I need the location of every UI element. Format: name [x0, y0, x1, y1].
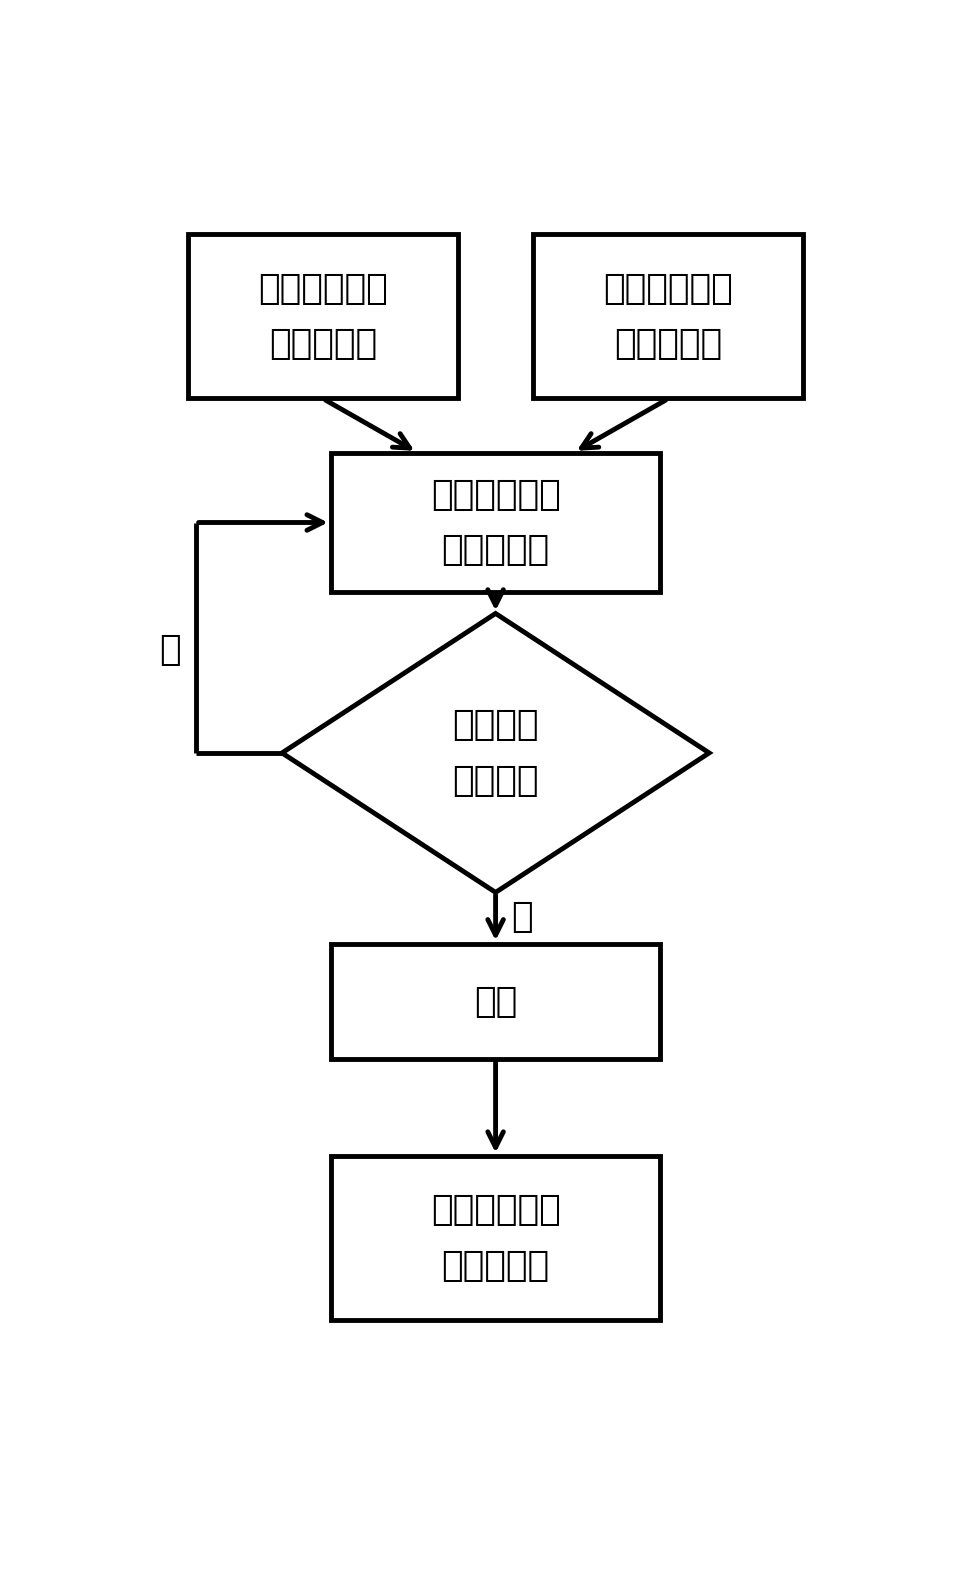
Text: 基于联合优化
的光谱解混: 基于联合优化 的光谱解混: [430, 477, 561, 567]
Text: 否: 否: [159, 633, 181, 666]
Text: 高空间分辨率
多光谱图像: 高空间分辨率 多光谱图像: [603, 271, 733, 361]
Bar: [331, 1156, 660, 1320]
Bar: [331, 943, 660, 1058]
Text: 高空间分辨率
高光谱图像: 高空间分辨率 高光谱图像: [430, 1194, 561, 1282]
Text: 达到最大
迭代次数: 达到最大 迭代次数: [453, 709, 539, 797]
Text: 低空间分辨率
高光谱图像: 低空间分辨率 高光谱图像: [258, 271, 388, 361]
Bar: [189, 235, 458, 398]
Text: 重建: 重建: [474, 984, 517, 1019]
Polygon shape: [282, 613, 709, 893]
Bar: [533, 235, 803, 398]
Text: 是: 是: [511, 899, 533, 934]
Bar: [331, 452, 660, 592]
